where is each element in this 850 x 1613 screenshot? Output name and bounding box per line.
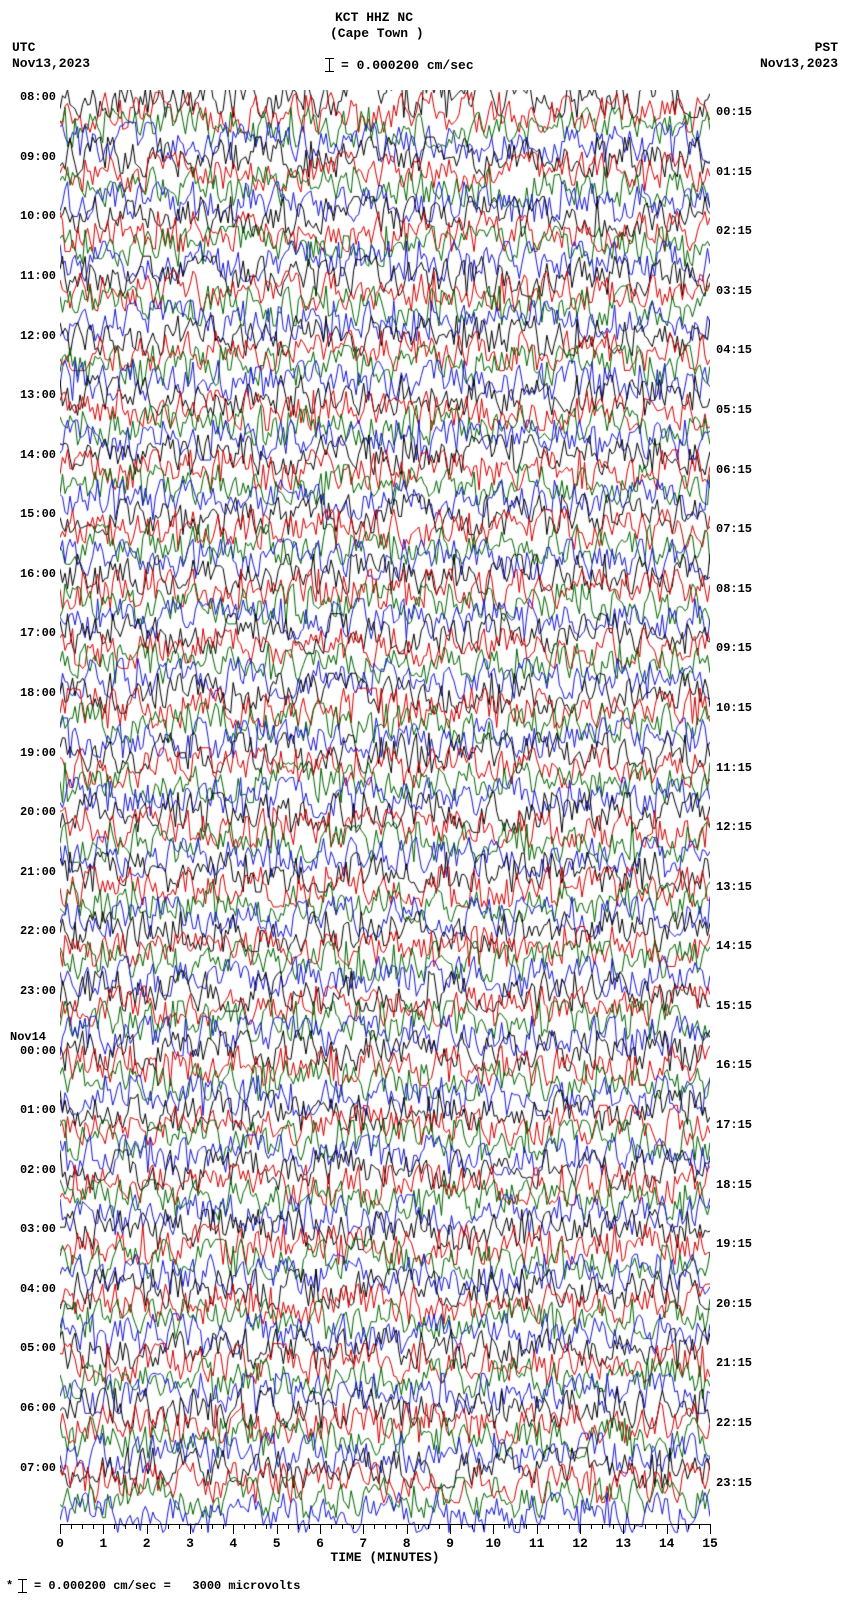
xaxis-tick-label: 12 [572,1536,588,1551]
time-axis: 0123456789101112131415TIME (MINUTES) [60,1524,710,1564]
utc-time-label: 17:00 [12,626,56,640]
utc-time-label: 08:00 [12,90,56,104]
pst-time-label: 12:15 [716,820,752,834]
station-title-line2: (Cape Town ) [330,26,424,41]
utc-time-label: 18:00 [12,686,56,700]
footer-scale-text: = 0.000200 cm/sec = 3000 microvolts [34,1579,300,1593]
pst-time-label: 11:15 [716,761,752,775]
utc-time-label: 12:00 [12,329,56,343]
utc-time-label: 19:00 [12,746,56,760]
seismogram-plot [60,90,710,1550]
pst-time-label: 07:15 [716,522,752,536]
pst-time-label: 01:15 [716,165,752,179]
utc-time-label: 14:00 [12,448,56,462]
header-scale-text: = 0.000200 cm/sec [341,58,474,73]
footer-scale-bar: * [6,1579,34,1597]
xaxis-tick-label: 3 [186,1536,194,1551]
utc-time-label: 01:00 [12,1103,56,1117]
pst-time-label: 13:15 [716,880,752,894]
utc-time-label: 00:00 [12,1044,56,1058]
pst-time-label: 06:15 [716,463,752,477]
utc-time-label: 04:00 [12,1282,56,1296]
pst-time-label: 08:15 [716,582,752,596]
xaxis-title: TIME (MINUTES) [330,1550,439,1565]
header-left-tz: UTC [12,40,35,55]
utc-time-label: 09:00 [12,150,56,164]
pst-time-label: 10:15 [716,701,752,715]
pst-time-label: 04:15 [716,343,752,357]
pst-time-label: 19:15 [716,1237,752,1251]
pst-time-label: 18:15 [716,1178,752,1192]
pst-time-label: 02:15 [716,224,752,238]
utc-time-label: 23:00 [12,984,56,998]
header-left-date: Nov13,2023 [12,56,90,71]
utc-time-label: 16:00 [12,567,56,581]
pst-time-label: 21:15 [716,1356,752,1370]
pst-time-label: 05:15 [716,403,752,417]
xaxis-tick-label: 0 [56,1536,64,1551]
xaxis-tick-label: 7 [359,1536,367,1551]
header-scale-bar [325,56,335,74]
header-right-tz: PST [815,40,838,55]
utc-time-label: 11:00 [12,269,56,283]
xaxis-tick-label: 8 [403,1536,411,1551]
utc-time-label: 07:00 [12,1461,56,1475]
station-title-line1: KCT HHZ NC [335,10,413,25]
pst-time-label: 14:15 [716,939,752,953]
xaxis-tick-label: 5 [273,1536,281,1551]
xaxis-tick-label: 11 [529,1536,545,1551]
utc-time-label: 15:00 [12,507,56,521]
pst-time-label: 00:15 [716,105,752,119]
utc-time-label: 13:00 [12,388,56,402]
pst-time-label: 22:15 [716,1416,752,1430]
utc-time-label: 20:00 [12,805,56,819]
xaxis-tick-label: 10 [486,1536,502,1551]
utc-date-label: Nov14 [10,1030,46,1044]
xaxis-tick-label: 6 [316,1536,324,1551]
pst-time-label: 23:15 [716,1476,752,1490]
pst-time-label: 09:15 [716,641,752,655]
utc-time-label: 06:00 [12,1401,56,1415]
xaxis-tick-label: 9 [446,1536,454,1551]
pst-time-label: 16:15 [716,1058,752,1072]
pst-time-label: 15:15 [716,999,752,1013]
pst-time-label: 20:15 [716,1297,752,1311]
utc-time-label: 10:00 [12,209,56,223]
pst-time-label: 17:15 [716,1118,752,1132]
pst-time-label: 03:15 [716,284,752,298]
utc-time-label: 22:00 [12,924,56,938]
utc-time-label: 21:00 [12,865,56,879]
xaxis-tick-label: 13 [616,1536,632,1551]
xaxis-tick-label: 2 [143,1536,151,1551]
xaxis-tick-label: 1 [99,1536,107,1551]
xaxis-tick-label: 14 [659,1536,675,1551]
utc-time-label: 02:00 [12,1163,56,1177]
utc-time-label: 03:00 [12,1222,56,1236]
xaxis-tick-label: 15 [702,1536,718,1551]
utc-time-label: 05:00 [12,1341,56,1355]
xaxis-tick-label: 4 [229,1536,237,1551]
header-right-date: Nov13,2023 [760,56,838,71]
